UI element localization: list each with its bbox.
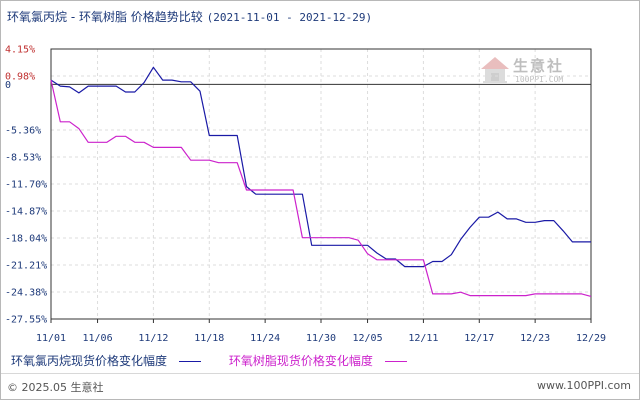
x-tick-label: 11/30 — [306, 333, 336, 344]
y-tick-label: -27.55% — [5, 315, 47, 326]
series-layer — [50, 66, 592, 297]
chart-title: 环氧氯丙烷 - 环氧树脂 价格趋势比较 (2021-11-01 - 2021-1… — [7, 8, 372, 25]
series-line-epichlorohydrin — [50, 66, 591, 268]
y-tick-label: -24.38% — [5, 288, 47, 299]
footer-divider — [1, 373, 639, 374]
y-tick-label: -8.53% — [5, 153, 41, 164]
x-tick-label: 11/12 — [138, 333, 168, 344]
site-url: www.100PPI.com — [537, 379, 631, 392]
x-tick-label: 11/18 — [194, 333, 224, 344]
legend-item-epichlorohydrin: 环氧氯丙烷现货价格变化幅度 — [11, 352, 202, 369]
date-range: (2021-11-01 - 2021-12-29) — [206, 11, 373, 24]
x-tick-label: 12/23 — [520, 333, 550, 344]
label-layer: 4.15% 0.98%0 -5.36% -8.53% -11.70% -14.87% -18… — [5, 45, 606, 345]
grid-layer — [51, 48, 591, 320]
y-tick-label: 0.98% — [5, 72, 35, 83]
x-tick-label: 12/05 — [352, 333, 382, 344]
x-tick-label: 12/17 — [464, 333, 494, 344]
axis-layer — [50, 48, 592, 323]
y-tick-label: -11.70% — [5, 180, 47, 191]
y-tick-label: -5.36% — [5, 126, 41, 137]
copyright: © 2025.05 生意社 — [7, 381, 104, 394]
legend-label-epoxy-resin: 环氧树脂现货价格变化幅度 — [228, 354, 373, 368]
x-tick-label: 11/01 — [36, 333, 66, 344]
y-tick-label: 4.15% — [5, 45, 35, 56]
legend-label-epichlorohydrin: 环氧氯丙烷现货价格变化幅度 — [11, 354, 168, 368]
title-text: 环氧氯丙烷 - 环氧树脂 价格趋势比较 — [7, 10, 203, 24]
watermark-url: 100PPI.COM — [515, 75, 564, 84]
y-tick-label: -18.04% — [5, 234, 47, 245]
legend-item-epoxy-resin: 环氧树脂现货价格变化幅度 — [229, 352, 407, 369]
plot-border — [50, 48, 592, 320]
y-tick-label: -21.21% — [5, 261, 47, 272]
watermark-name: 生意社 — [513, 57, 565, 75]
series-line-epoxy-resin — [50, 79, 592, 297]
x-tick-label: 12/11 — [408, 333, 438, 344]
y-tick-label: -14.87% — [5, 207, 47, 218]
x-tick-label: 12/29 — [576, 333, 606, 344]
legend: 环氧氯丙烷现货价格变化幅度 环氧树脂现货价格变化幅度 — [11, 352, 407, 369]
y-tick-label: 0 — [5, 80, 11, 91]
legend-swatch-epoxy-resin — [384, 361, 407, 362]
x-tick-label: 11/06 — [82, 333, 112, 344]
legend-swatch-epichlorohydrin — [179, 361, 202, 362]
x-tick-label: 11/24 — [250, 333, 280, 344]
chart-svg: 4.15% 0.98%0 -5.36% -8.53% -11.70% -14.87% -18… — [5, 45, 606, 345]
